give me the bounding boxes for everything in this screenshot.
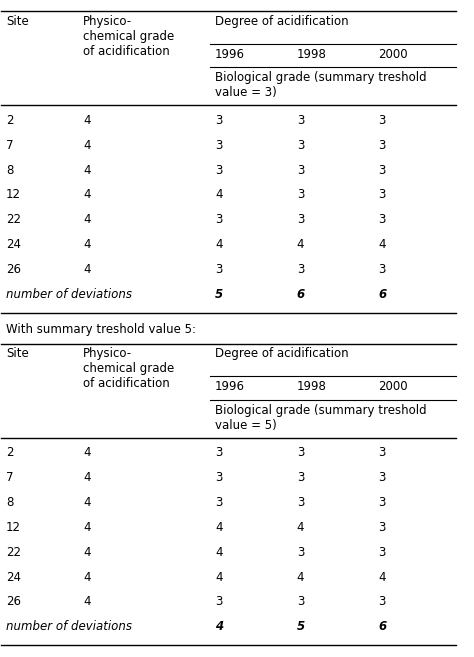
Text: 4: 4 bbox=[83, 471, 91, 484]
Text: 4: 4 bbox=[83, 164, 91, 177]
Text: 12: 12 bbox=[6, 521, 21, 534]
Text: 3: 3 bbox=[297, 214, 304, 227]
Text: 3: 3 bbox=[297, 446, 304, 459]
Text: 4: 4 bbox=[215, 238, 222, 251]
Text: Degree of acidification: Degree of acidification bbox=[215, 348, 348, 361]
Text: 7: 7 bbox=[6, 139, 13, 152]
Text: 4: 4 bbox=[83, 446, 91, 459]
Text: 4: 4 bbox=[215, 189, 222, 202]
Text: 4: 4 bbox=[83, 595, 91, 608]
Text: 4: 4 bbox=[83, 570, 91, 583]
Text: 3: 3 bbox=[297, 263, 304, 276]
Text: 3: 3 bbox=[215, 471, 222, 484]
Text: 3: 3 bbox=[378, 546, 386, 558]
Text: 5: 5 bbox=[297, 620, 305, 633]
Text: 3: 3 bbox=[215, 595, 222, 608]
Text: 4: 4 bbox=[215, 546, 222, 558]
Text: 4: 4 bbox=[83, 546, 91, 558]
Text: Site: Site bbox=[6, 15, 29, 28]
Text: Biological grade (summary treshold
value = 3): Biological grade (summary treshold value… bbox=[215, 72, 427, 99]
Text: number of deviations: number of deviations bbox=[6, 288, 132, 301]
Text: 3: 3 bbox=[297, 139, 304, 152]
Text: 3: 3 bbox=[215, 139, 222, 152]
Text: 2000: 2000 bbox=[378, 380, 408, 393]
Text: 3: 3 bbox=[215, 496, 222, 509]
Text: 4: 4 bbox=[83, 114, 91, 127]
Text: Site: Site bbox=[6, 348, 29, 361]
Text: 6: 6 bbox=[378, 288, 387, 301]
Text: 4: 4 bbox=[83, 139, 91, 152]
Text: 2: 2 bbox=[6, 446, 13, 459]
Text: Biological grade (summary treshold
value = 5): Biological grade (summary treshold value… bbox=[215, 404, 427, 432]
Text: 2: 2 bbox=[6, 114, 13, 127]
Text: 1998: 1998 bbox=[297, 380, 327, 393]
Text: 4: 4 bbox=[83, 496, 91, 509]
Text: 6: 6 bbox=[297, 288, 305, 301]
Text: Physico-
chemical grade
of acidification: Physico- chemical grade of acidification bbox=[83, 15, 174, 58]
Text: 6: 6 bbox=[378, 620, 387, 633]
Text: Degree of acidification: Degree of acidification bbox=[215, 15, 348, 28]
Text: 1996: 1996 bbox=[215, 380, 245, 393]
Text: Physico-
chemical grade
of acidification: Physico- chemical grade of acidification bbox=[83, 348, 174, 390]
Text: 4: 4 bbox=[215, 620, 223, 633]
Text: 3: 3 bbox=[215, 164, 222, 177]
Text: 4: 4 bbox=[297, 238, 304, 251]
Text: 4: 4 bbox=[378, 238, 386, 251]
Text: 2000: 2000 bbox=[378, 48, 408, 61]
Text: 26: 26 bbox=[6, 263, 21, 276]
Text: 3: 3 bbox=[297, 595, 304, 608]
Text: 4: 4 bbox=[215, 570, 222, 583]
Text: 4: 4 bbox=[297, 570, 304, 583]
Text: 4: 4 bbox=[83, 189, 91, 202]
Text: 3: 3 bbox=[378, 164, 386, 177]
Text: 3: 3 bbox=[378, 471, 386, 484]
Text: number of deviations: number of deviations bbox=[6, 620, 132, 633]
Text: 3: 3 bbox=[378, 139, 386, 152]
Text: 3: 3 bbox=[215, 263, 222, 276]
Text: 3: 3 bbox=[297, 114, 304, 127]
Text: 4: 4 bbox=[83, 214, 91, 227]
Text: 1998: 1998 bbox=[297, 48, 327, 61]
Text: 3: 3 bbox=[378, 263, 386, 276]
Text: 24: 24 bbox=[6, 570, 21, 583]
Text: 3: 3 bbox=[378, 496, 386, 509]
Text: 4: 4 bbox=[215, 521, 222, 534]
Text: 4: 4 bbox=[297, 521, 304, 534]
Text: 3: 3 bbox=[297, 189, 304, 202]
Text: 5: 5 bbox=[215, 288, 223, 301]
Text: 1996: 1996 bbox=[215, 48, 245, 61]
Text: 3: 3 bbox=[378, 446, 386, 459]
Text: 3: 3 bbox=[297, 471, 304, 484]
Text: 3: 3 bbox=[215, 446, 222, 459]
Text: 4: 4 bbox=[83, 238, 91, 251]
Text: 3: 3 bbox=[378, 214, 386, 227]
Text: 3: 3 bbox=[378, 189, 386, 202]
Text: 12: 12 bbox=[6, 189, 21, 202]
Text: 3: 3 bbox=[215, 214, 222, 227]
Text: 3: 3 bbox=[215, 114, 222, 127]
Text: 8: 8 bbox=[6, 164, 13, 177]
Text: 8: 8 bbox=[6, 496, 13, 509]
Text: 3: 3 bbox=[297, 546, 304, 558]
Text: 7: 7 bbox=[6, 471, 13, 484]
Text: 26: 26 bbox=[6, 595, 21, 608]
Text: 4: 4 bbox=[378, 570, 386, 583]
Text: 4: 4 bbox=[83, 263, 91, 276]
Text: 22: 22 bbox=[6, 546, 21, 558]
Text: 3: 3 bbox=[378, 114, 386, 127]
Text: 3: 3 bbox=[297, 164, 304, 177]
Text: 24: 24 bbox=[6, 238, 21, 251]
Text: 3: 3 bbox=[378, 521, 386, 534]
Text: 3: 3 bbox=[297, 496, 304, 509]
Text: 22: 22 bbox=[6, 214, 21, 227]
Text: 4: 4 bbox=[83, 521, 91, 534]
Text: 3: 3 bbox=[378, 595, 386, 608]
Text: With summary treshold value 5:: With summary treshold value 5: bbox=[6, 323, 196, 336]
